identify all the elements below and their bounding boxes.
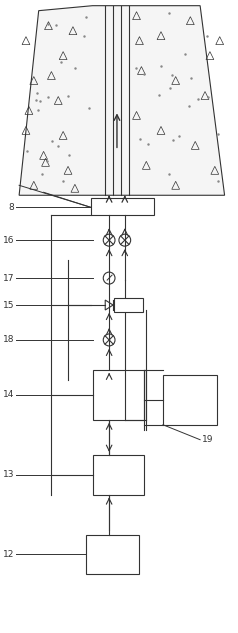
Bar — [86, 534, 139, 574]
Bar — [90, 198, 154, 215]
Text: 13: 13 — [3, 470, 14, 479]
Bar — [163, 375, 217, 425]
Text: 12: 12 — [3, 550, 14, 559]
Text: 8: 8 — [9, 203, 14, 212]
Polygon shape — [19, 6, 225, 195]
Text: 17: 17 — [3, 273, 14, 282]
Bar — [114, 298, 143, 312]
Text: 16: 16 — [3, 235, 14, 245]
Bar — [94, 454, 144, 494]
Text: 15: 15 — [3, 301, 14, 310]
Bar — [94, 370, 144, 420]
Text: 14: 14 — [3, 391, 14, 399]
Text: 19: 19 — [202, 436, 213, 444]
Text: 18: 18 — [3, 335, 14, 344]
